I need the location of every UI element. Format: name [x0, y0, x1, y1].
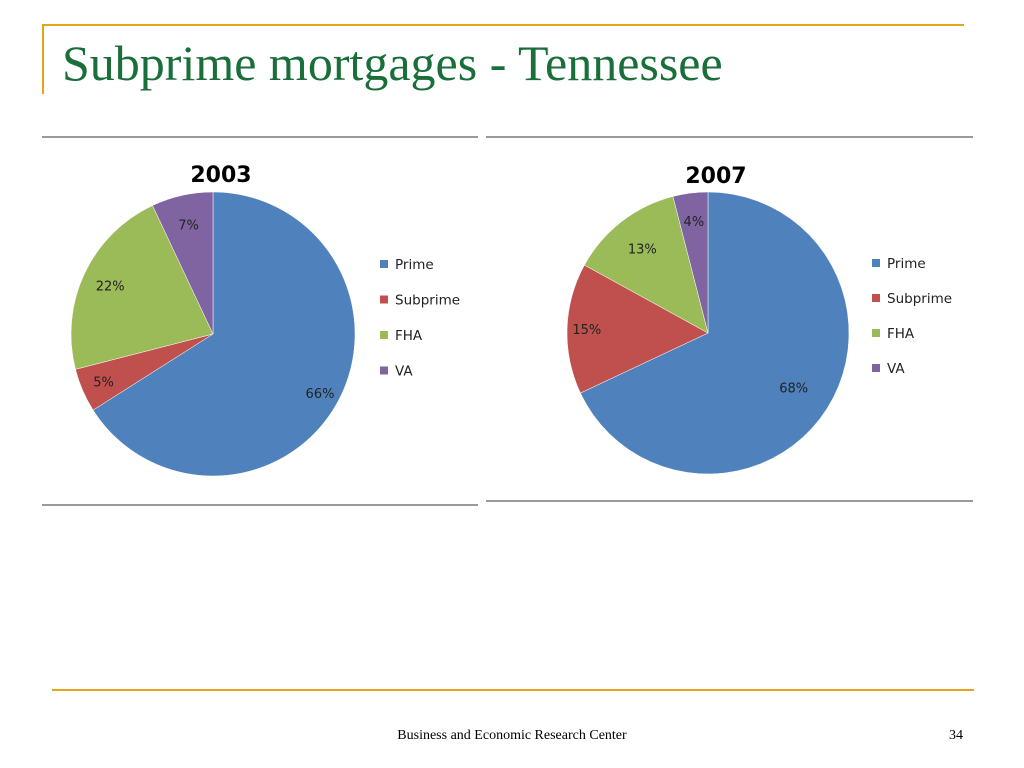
- data-label-subprime: 15%: [572, 323, 601, 338]
- chart-1-top-rule: [42, 136, 478, 138]
- legend-label-subprime: Subprime: [395, 293, 460, 309]
- legend-label-prime: Prime: [395, 257, 434, 273]
- data-label-va: 4%: [684, 215, 705, 230]
- data-label-fha: 22%: [96, 280, 125, 295]
- pie-slice-va: [672, 191, 709, 334]
- legend-label-subprime: Subprime: [887, 291, 952, 307]
- legend-swatch-prime: [380, 260, 388, 268]
- legend-swatch-fha: [872, 329, 880, 337]
- footer-text: Business and Economic Research Center: [397, 728, 627, 743]
- chart-1-bottom-rule: [42, 504, 478, 506]
- slide-title: Subprime mortgages - Tennessee: [62, 35, 723, 91]
- data-label-fha: 13%: [628, 242, 657, 257]
- chart-2003: 2003 66% 5% 22% 7% Prime Subprime FHA VA: [42, 140, 478, 500]
- chart-title: 2003: [190, 163, 251, 188]
- pie-slice-prime: [92, 191, 356, 477]
- pie-slice-fha: [584, 196, 709, 334]
- data-label-va: 7%: [178, 219, 199, 234]
- title-accent-line: [42, 24, 964, 26]
- chart-2-top-rule: [486, 136, 973, 138]
- legend-swatch-va: [872, 364, 880, 372]
- chart-title: 2007: [685, 164, 746, 189]
- pie-chart-2003: 2003 66% 5% 22% 7% Prime Subprime FHA VA: [70, 163, 460, 477]
- legend-swatch-prime: [872, 259, 880, 267]
- footer-line: [52, 689, 974, 691]
- pie-slice-prime: [580, 191, 850, 475]
- legend-label-va: VA: [395, 364, 413, 380]
- pie-slice-subprime: [566, 264, 709, 394]
- data-label-prime: 66%: [306, 387, 335, 402]
- pie-slice-va: [152, 191, 214, 335]
- legend-swatch-va: [380, 366, 388, 375]
- legend-label-prime: Prime: [887, 256, 926, 272]
- legend-swatch-subprime: [872, 294, 880, 302]
- legend-swatch-fha: [380, 331, 388, 339]
- data-label-subprime: 5%: [93, 375, 114, 390]
- page-number: 34: [949, 728, 963, 743]
- chart-2-bottom-rule: [486, 500, 973, 502]
- pie-slice-fha: [70, 205, 214, 370]
- pie-chart-2007: 2007 68% 15% 13% 4% Prime Subprime FHA VA: [566, 164, 952, 475]
- legend-label-va: VA: [887, 361, 905, 377]
- legend-swatch-subprime: [380, 295, 388, 304]
- legend-label-fha: FHA: [395, 328, 423, 344]
- legend-label-fha: FHA: [887, 326, 915, 342]
- data-label-prime: 68%: [779, 381, 808, 396]
- title-accent-bar: [42, 24, 44, 94]
- chart-2007: 2007 68% 15% 13% 4% Prime Subprime FHA VA: [486, 140, 973, 496]
